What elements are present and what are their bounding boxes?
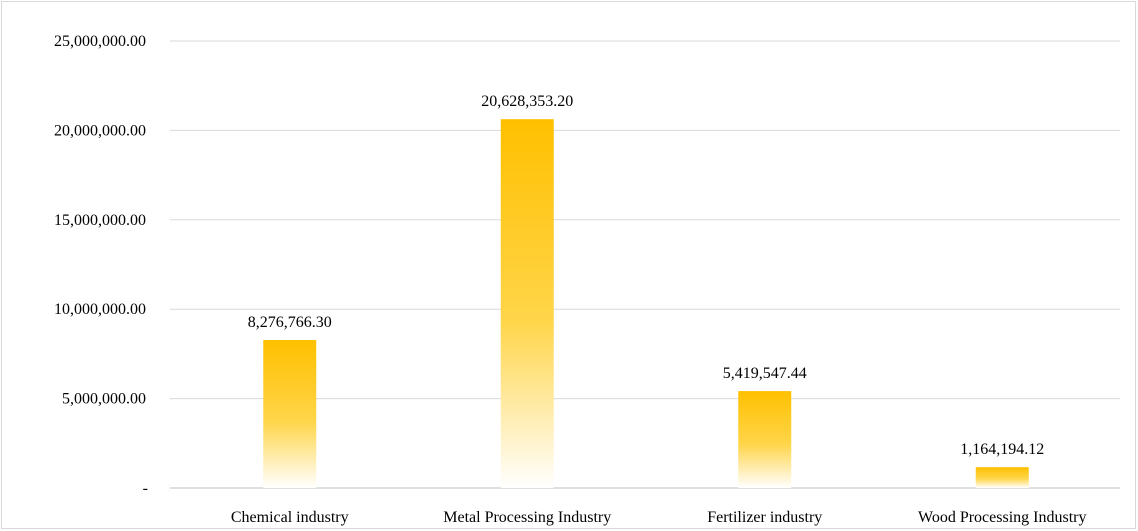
data-label: 5,419,547.44 <box>723 365 807 382</box>
y-tick-label: 10,000,000.00 <box>54 301 146 318</box>
bar <box>975 467 1029 488</box>
y-tick-label: 20,000,000.00 <box>54 122 146 139</box>
x-category-label: Metal Processing Industry <box>443 509 611 526</box>
data-label: 1,164,194.12 <box>960 441 1044 458</box>
x-category-label: Chemical industry <box>231 509 349 526</box>
data-label: 20,628,353.20 <box>481 93 573 110</box>
bar <box>263 340 317 488</box>
data-label: 8,276,766.30 <box>248 314 332 331</box>
y-axis-tick-labels: - 5,000,000.00 10,000,000.00 15,000,000.00 2… <box>54 33 148 497</box>
data-labels: 8,276,766.30 20,628,353.20 5,419,547.44 1,1… <box>248 93 1045 458</box>
y-tick-label: - <box>143 480 148 497</box>
x-axis-category-labels: Chemical industry Metal Processing Indust… <box>231 509 1087 526</box>
x-category-label: Fertilizer industry <box>707 509 822 526</box>
bar <box>500 119 554 489</box>
y-tick-label: 15,000,000.00 <box>54 212 146 229</box>
y-tick-label: 5,000,000.00 <box>62 391 146 408</box>
y-tick-label: 25,000,000.00 <box>54 33 146 50</box>
gridlines <box>170 40 1120 489</box>
x-category-label: Wood Processing Industry <box>918 509 1086 526</box>
bars <box>263 119 1029 489</box>
bar <box>738 391 792 488</box>
